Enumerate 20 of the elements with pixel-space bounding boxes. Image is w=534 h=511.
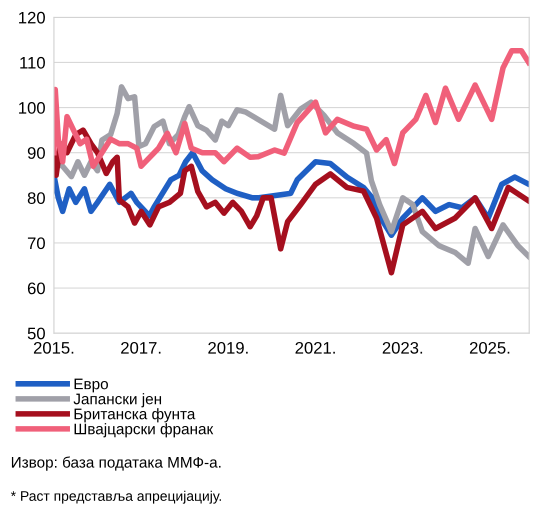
y-tick-label: 60: [28, 282, 45, 294]
x-tick-label: 2023.: [382, 342, 422, 354]
legend-label: Евро: [74, 378, 108, 392]
x-tick-label: 2019.: [208, 342, 248, 354]
y-tick-label: 80: [28, 192, 45, 204]
y-tick-label: 50: [28, 328, 45, 340]
y-tick-label: 100: [19, 102, 45, 114]
x-tick-label: 2025.: [470, 342, 510, 354]
x-tick-label: 2015.: [34, 342, 74, 354]
legend-label: Јапански јен: [74, 393, 162, 408]
y-tick-label: 120: [19, 12, 45, 24]
legend-label: Швајцарски франак: [74, 423, 214, 438]
x-tick-label: 2021.: [296, 342, 335, 354]
text: Извор: база података ММФ-а.: [12, 456, 220, 471]
x-tick-label: 2017.: [121, 342, 160, 354]
text: * Раст представља апрецијацију.: [10, 490, 221, 504]
legend-label: Британска фунта: [74, 408, 196, 422]
y-tick-label: 110: [20, 56, 45, 69]
y-tick-label: 90: [28, 147, 45, 159]
y-tick-label: 70: [28, 237, 45, 250]
